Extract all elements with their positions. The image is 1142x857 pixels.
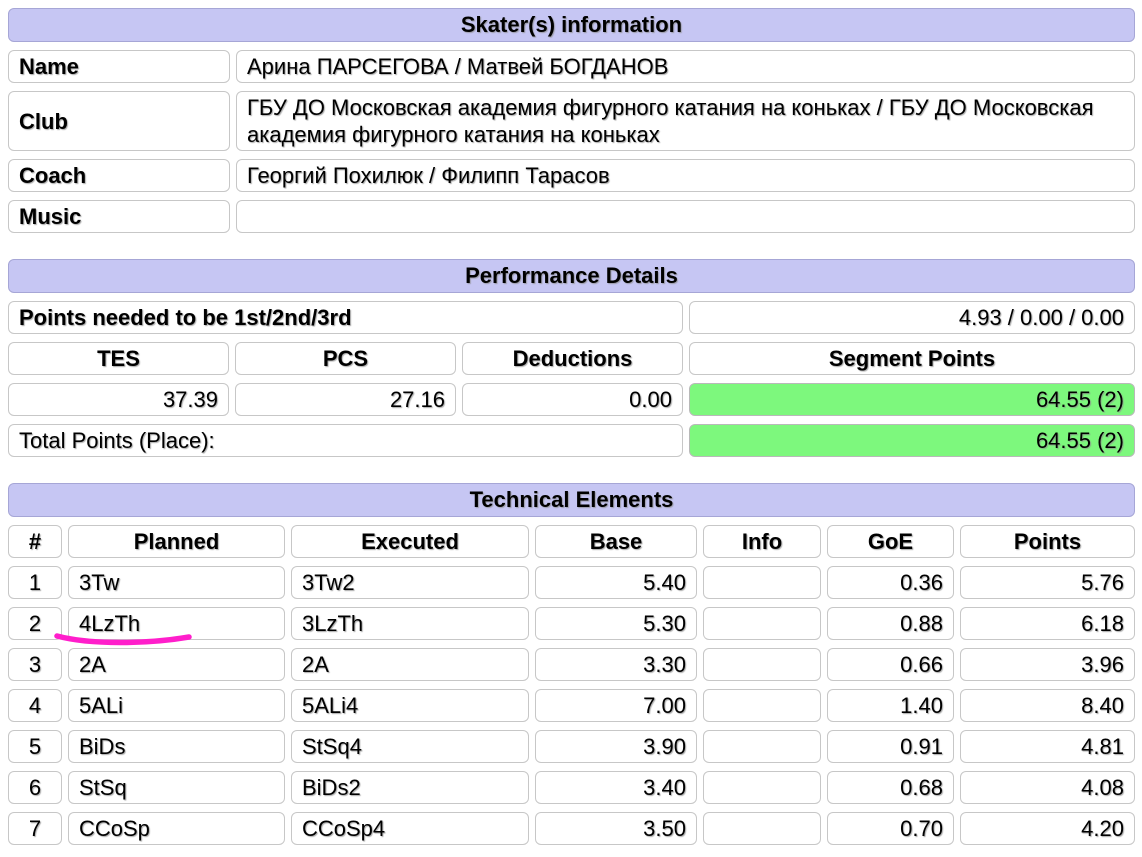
planned-element: 2A	[68, 648, 285, 681]
column-header-executed: Executed	[291, 525, 529, 558]
goe-value: 0.36	[827, 566, 954, 599]
music-value	[236, 200, 1135, 233]
club-label: Club	[8, 91, 230, 151]
column-header-info: Info	[703, 525, 821, 558]
planned-element: 3Tw	[68, 566, 285, 599]
technical-elements-table: # Planned Executed Base Info GoE Points …	[8, 525, 1135, 845]
element-number: 2	[8, 607, 62, 640]
goe-value: 0.88	[827, 607, 954, 640]
planned-element: 4LzTh	[54, 607, 285, 646]
column-header-base: Base	[535, 525, 697, 558]
executed-element: CCoSp4	[291, 812, 529, 845]
info-cell	[703, 566, 821, 599]
goe-value: 0.66	[827, 648, 954, 681]
skater-info-table: Name Арина ПАРСЕГОВА / Матвей БОГДАНОВ C…	[8, 50, 1135, 233]
segment-points-header: Segment Points	[689, 342, 1135, 375]
club-value: ГБУ ДО Московская академия фигурного кат…	[236, 91, 1135, 151]
element-number: 6	[8, 771, 62, 804]
base-value: 3.50	[535, 812, 697, 845]
deductions-header: Deductions	[462, 342, 683, 375]
points-value: 6.18	[960, 607, 1135, 640]
pcs-value: 27.16	[235, 383, 456, 416]
skater-info-title: Skater(s) information	[8, 8, 1135, 42]
points-needed-value: 4.93 / 0.00 / 0.00	[689, 301, 1135, 334]
planned-element-text: 4LzTh	[79, 611, 141, 636]
total-points-value: 64.55 (2)	[689, 424, 1135, 457]
info-cell	[703, 607, 821, 640]
base-value: 5.40	[535, 566, 697, 599]
info-cell	[703, 648, 821, 681]
total-points-label: Total Points (Place):	[8, 424, 683, 457]
executed-element: 5ALi4	[291, 689, 529, 722]
tes-value: 37.39	[8, 383, 229, 416]
name-label: Name	[8, 50, 230, 83]
info-cell	[703, 730, 821, 763]
executed-element: 2A	[291, 648, 529, 681]
goe-value: 0.68	[827, 771, 954, 804]
column-header-number: #	[8, 525, 62, 558]
technical-elements-title: Technical Elements	[8, 483, 1135, 517]
element-number: 7	[8, 812, 62, 845]
music-label: Music	[8, 200, 230, 233]
skater-info-section: Skater(s) information Name Арина ПАРСЕГО…	[8, 8, 1135, 233]
coach-label: Coach	[8, 159, 230, 192]
base-value: 3.30	[535, 648, 697, 681]
points-value: 4.81	[960, 730, 1135, 763]
column-header-planned: Planned	[68, 525, 285, 558]
performance-details-title: Performance Details	[8, 259, 1135, 293]
info-cell	[703, 771, 821, 804]
performance-details-table: Points needed to be 1st/2nd/3rd 4.93 / 0…	[8, 301, 1135, 457]
base-value: 7.00	[535, 689, 697, 722]
goe-value: 0.70	[827, 812, 954, 845]
pcs-header: PCS	[235, 342, 456, 375]
goe-value: 1.40	[827, 689, 954, 722]
info-cell	[703, 689, 821, 722]
planned-element: CCoSp	[68, 812, 285, 845]
element-number: 5	[8, 730, 62, 763]
element-number: 1	[8, 566, 62, 599]
info-cell	[703, 812, 821, 845]
planned-element: 5ALi	[68, 689, 285, 722]
segment-points-value: 64.55 (2)	[689, 383, 1135, 416]
element-number: 4	[8, 689, 62, 722]
points-value: 3.96	[960, 648, 1135, 681]
points-value: 5.76	[960, 566, 1135, 599]
points-needed-label: Points needed to be 1st/2nd/3rd	[8, 301, 683, 334]
points-value: 4.08	[960, 771, 1135, 804]
name-value: Арина ПАРСЕГОВА / Матвей БОГДАНОВ	[236, 50, 1135, 83]
tes-header: TES	[8, 342, 229, 375]
goe-value: 0.91	[827, 730, 954, 763]
points-value: 8.40	[960, 689, 1135, 722]
planned-element: BiDs	[68, 730, 285, 763]
deductions-value: 0.00	[462, 383, 683, 416]
performance-details-section: Performance Details Points needed to be …	[8, 259, 1135, 457]
base-value: 3.40	[535, 771, 697, 804]
element-number: 3	[8, 648, 62, 681]
executed-element: BiDs2	[291, 771, 529, 804]
executed-element: 3LzTh	[291, 607, 529, 640]
column-header-points: Points	[960, 525, 1135, 558]
base-value: 3.90	[535, 730, 697, 763]
technical-elements-section: Technical Elements # Planned Executed Ba…	[8, 483, 1135, 845]
base-value: 5.30	[535, 607, 697, 640]
planned-element: StSq	[68, 771, 285, 804]
coach-value: Георгий Похилюк / Филипп Тарасов	[236, 159, 1135, 192]
points-value: 4.20	[960, 812, 1135, 845]
executed-element: StSq4	[291, 730, 529, 763]
executed-element: 3Tw2	[291, 566, 529, 599]
column-header-goe: GoE	[827, 525, 954, 558]
